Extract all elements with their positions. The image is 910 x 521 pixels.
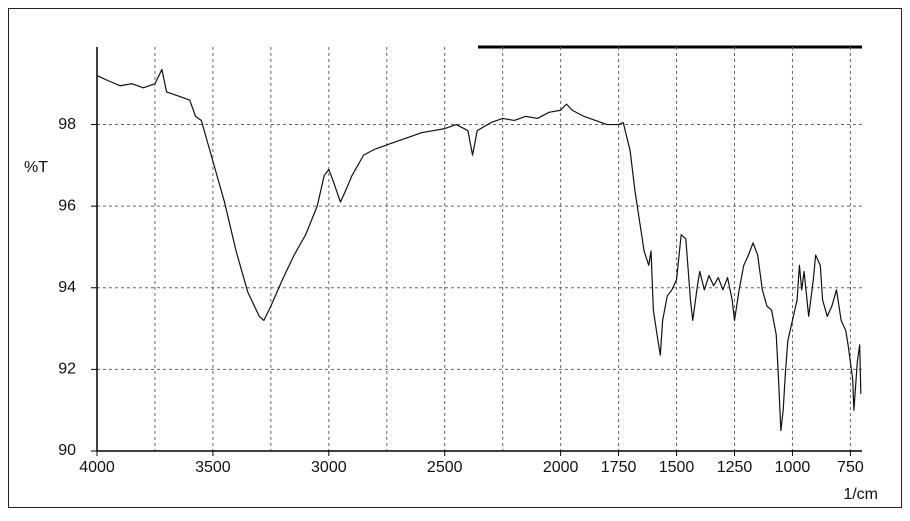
x-tick-label: 1500 — [659, 459, 695, 476]
x-tick-label: 3000 — [311, 459, 347, 476]
y-tick-label: 90 — [58, 442, 76, 459]
x-tick-label: 4000 — [79, 459, 115, 476]
x-tick-label: 2500 — [427, 459, 463, 476]
y-tick-label: 92 — [58, 361, 76, 378]
y-tick-label: 98 — [58, 116, 76, 133]
x-tick-label: 750 — [837, 459, 864, 476]
x-tick-label: 1000 — [775, 459, 811, 476]
x-tick-label: 3500 — [195, 459, 231, 476]
spectrum-line — [96, 68, 862, 432]
y-axis-label: %T — [24, 159, 48, 176]
x-tick-label: 1250 — [717, 459, 753, 476]
y-tick-label: 96 — [58, 197, 76, 214]
y-tick-label: 94 — [58, 279, 76, 296]
x-tick-label: 2000 — [543, 459, 579, 476]
grid — [97, 47, 862, 451]
x-tick-label: 1750 — [601, 459, 637, 476]
frame — [8, 8, 902, 508]
x-axis-label: 1/cm — [843, 486, 878, 503]
